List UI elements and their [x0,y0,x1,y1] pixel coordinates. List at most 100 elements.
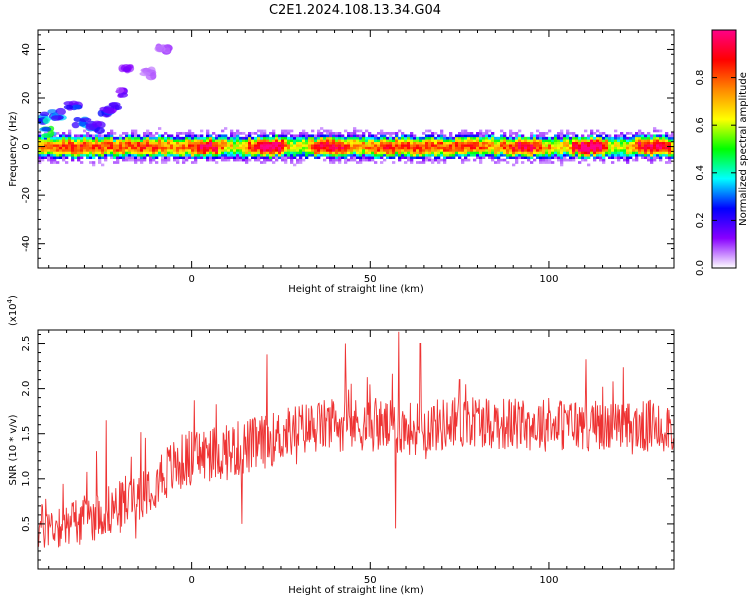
spectrogram-cell [83,153,87,157]
spectrogram-cell [431,132,435,135]
spectrogram-cell [527,153,531,157]
spectrogram-cell [650,146,654,150]
spectrogram-cell [377,149,381,152]
spectrogram-cell [455,153,459,157]
spectrogram-y-tick-label: 0 [21,143,32,149]
spectrogram-cell [98,156,102,159]
spectrogram-cell [248,153,252,157]
spectrogram-cell [587,144,591,147]
spectrogram-cell [86,141,90,145]
spectrogram-cell [644,134,648,138]
spectrogram-cell [395,136,399,140]
spectrogram-cell [248,132,252,135]
spectrogram-cell [116,139,120,142]
spectrogram-cell [437,144,441,147]
spectrogram-cell [326,151,330,155]
spectrogram-cell [650,161,654,164]
spectrogram-cell [560,144,564,147]
spectrogram-cell [554,134,558,138]
spectrogram-cell [257,156,261,159]
spectrogram-cell [551,156,555,159]
spectrogram-cell [164,132,168,135]
spectrogram-cell [365,141,369,145]
spectrogram-cell [392,161,396,164]
spectrogram-cell [350,134,354,138]
spectrogram-cell [458,151,462,155]
spectrogram-cell [527,156,531,159]
spectrogram-cell [353,129,357,133]
spectrogram-cell [152,134,156,138]
spectrogram-cell [497,161,501,164]
spectrogram-cell [332,161,336,164]
spectrogram-cell [632,134,636,138]
spectrogram-cell [629,151,633,155]
spectrogram-cell [245,149,249,152]
spectrogram-cell [101,163,105,167]
spectrogram-cell [245,158,249,162]
spectrogram-cell [449,149,453,152]
spectrogram-cell [149,151,153,155]
spectrogram-cell [578,151,582,155]
spectrogram-cell [374,153,378,157]
spectrogram-cell [281,153,285,157]
spectrogram-cell [155,161,159,164]
spectrogram-cell [656,144,660,147]
spectrogram-cell [323,141,327,145]
spectrogram-cell [122,156,126,159]
spectrogram-cell [257,149,261,152]
spectrogram-cell [422,149,426,152]
spectrogram-cell [536,156,540,159]
spectrogram-cell [473,158,477,162]
spectrogram-cell [509,132,513,135]
spectrogram-cell [44,156,48,159]
spectrogram-cell [152,146,156,150]
spectrogram-cell [131,141,135,145]
spectrogram-cell [578,146,582,150]
colorbar-tick-label: 0.0 [695,260,706,276]
spectrogram-cell [245,144,249,147]
spectrogram-cell [140,158,144,162]
spectrogram-cell [389,146,393,150]
spectrogram-cell [53,146,57,150]
spectrogram-cell [74,134,78,138]
spectrogram-cell [227,158,231,162]
spectrogram-cell [368,132,372,135]
spectrogram-cell [512,149,516,152]
spectrogram-cell [497,144,501,147]
spectrogram-cell [335,139,339,142]
spectrogram-cell [188,151,192,155]
spectrogram-cell [560,156,564,159]
spectrogram-cell [578,136,582,140]
spectrogram-cell [68,132,72,135]
spectrogram-cell [164,139,168,142]
spectrogram-cell [431,153,435,157]
spectrogram-cell [473,144,477,147]
snr-y-tick-label: 1.5 [21,426,32,442]
spectrogram-cell [563,136,567,140]
spectrogram-cell [59,139,63,142]
spectrogram-cluster [63,104,74,110]
spectrogram-cell [668,161,672,164]
spectrogram-cell [50,141,54,145]
spectrogram-cell [500,158,504,162]
spectrogram-cell [320,144,324,147]
spectrogram-cell [80,141,84,145]
spectrogram-cell [281,146,285,150]
spectrogram-cell [110,134,114,138]
spectrogram-cell [443,141,447,145]
spectrogram-cell [431,151,435,155]
spectrogram-cell [62,139,66,142]
spectrogram-cell [197,151,201,155]
spectrogram-cell [521,141,525,145]
spectrogram-cell [560,149,564,152]
spectrogram-cell [578,149,582,152]
spectrogram-cell [173,144,177,147]
spectrogram-cell [44,153,48,157]
spectrogram-cell [290,141,294,145]
spectrogram-cell [194,139,198,142]
spectrogram-cell [125,153,129,157]
spectrogram-cell [278,153,282,157]
spectrogram-cell [545,132,549,135]
spectrogram-cell [614,139,618,142]
spectrogram-cell [323,149,327,152]
